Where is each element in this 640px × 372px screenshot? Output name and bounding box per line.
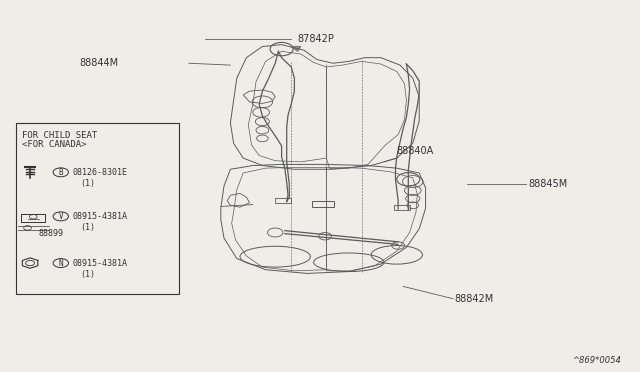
Text: (1): (1): [80, 270, 95, 279]
Text: 88842M: 88842M: [454, 295, 493, 304]
Text: 08915-4381A: 08915-4381A: [72, 212, 127, 221]
Text: 88844M: 88844M: [79, 58, 118, 68]
Text: N: N: [58, 259, 63, 267]
Text: 87842P: 87842P: [298, 34, 335, 44]
Text: 08126-8301E: 08126-8301E: [72, 168, 127, 177]
Text: 88845M: 88845M: [528, 179, 567, 189]
Text: (1): (1): [80, 223, 95, 232]
Text: 88899: 88899: [38, 229, 63, 238]
Text: 08915-4381A: 08915-4381A: [72, 259, 127, 267]
Bar: [394, 205, 410, 210]
Bar: [275, 198, 291, 203]
Bar: [16, 123, 179, 294]
Polygon shape: [291, 46, 301, 51]
Text: ^869*0054: ^869*0054: [572, 356, 621, 365]
Text: 88842M: 88842M: [102, 202, 141, 211]
Text: B: B: [58, 168, 63, 177]
Text: <FOR CANADA>: <FOR CANADA>: [22, 140, 87, 148]
Bar: [312, 201, 334, 207]
Text: V: V: [58, 212, 63, 221]
Text: 88840A: 88840A: [397, 146, 434, 156]
Text: (1): (1): [80, 179, 95, 188]
Text: FOR CHILD SEAT: FOR CHILD SEAT: [22, 131, 98, 140]
